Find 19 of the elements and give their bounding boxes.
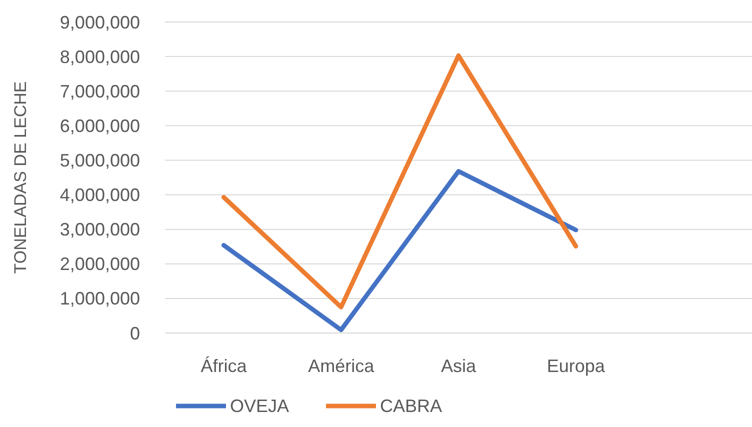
y-axis-title: TONELADAS DE LECHE [11, 81, 30, 274]
line-series [221, 169, 578, 332]
y-tick-label: 9,000,000 [60, 12, 140, 32]
y-tick-label: 2,000,000 [60, 254, 140, 274]
line-series [221, 53, 578, 310]
x-tick-label: América [308, 356, 376, 376]
x-tick-label: África [200, 356, 248, 376]
y-tick-label: 3,000,000 [60, 220, 140, 240]
y-tick-label: 8,000,000 [60, 46, 140, 67]
y-tick-label: 4,000,000 [60, 185, 140, 206]
y-tick-label: 5,000,000 [60, 150, 140, 171]
x-tick-label: Asia [440, 356, 477, 376]
y-tick-label: 7,000,000 [60, 81, 140, 102]
legend-label: CABRA [380, 396, 442, 416]
x-tick-label: Europa [546, 356, 606, 376]
legend-label: OVEJA [230, 396, 290, 416]
y-tick-label: 6,000,000 [60, 116, 140, 136]
y-tick-label: 1,000,000 [60, 288, 140, 309]
y-tick-label: 0 [130, 323, 140, 344]
